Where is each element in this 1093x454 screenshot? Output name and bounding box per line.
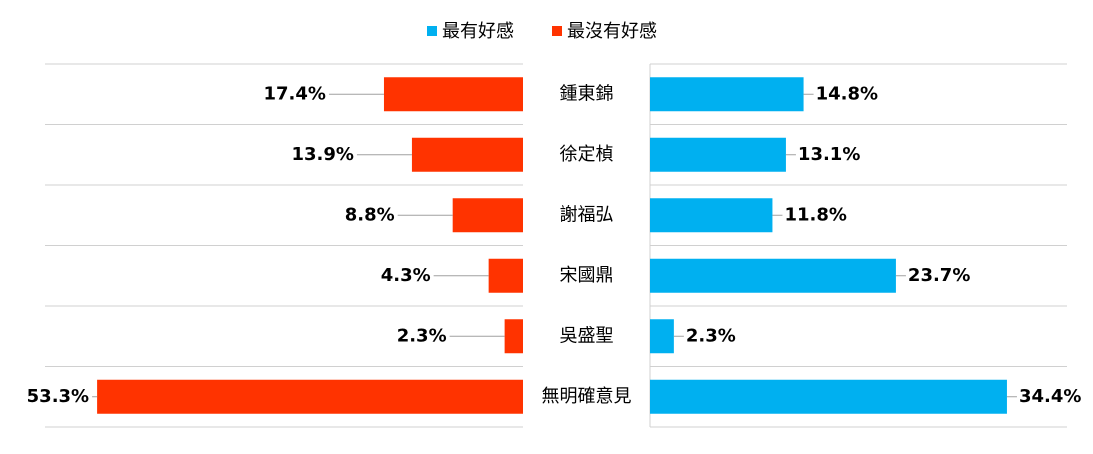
bar	[97, 379, 524, 414]
legend-label: 最沒有好感	[567, 21, 657, 42]
value-label: 4.3%	[381, 265, 431, 286]
bar	[411, 137, 523, 172]
value-label: 13.1%	[798, 144, 860, 165]
category-label: 宋國鼎	[560, 265, 614, 286]
bar	[650, 319, 674, 354]
value-label: 23.7%	[908, 265, 970, 286]
value-label: 13.9%	[291, 144, 353, 165]
legend-swatch	[427, 26, 437, 36]
category-label: 無明確意見	[542, 386, 632, 407]
bar	[650, 137, 786, 172]
value-label: 17.4%	[264, 83, 326, 104]
bar	[488, 258, 523, 293]
bar	[650, 379, 1007, 414]
value-label: 11.8%	[784, 204, 846, 225]
category-label: 鍾東錦	[560, 83, 614, 104]
legend-swatch	[552, 26, 562, 36]
bar	[504, 319, 523, 354]
category-label: 徐定楨	[560, 144, 614, 165]
category-label: 謝福弘	[560, 204, 614, 225]
value-label: 14.8%	[816, 83, 878, 104]
value-label: 53.3%	[27, 386, 89, 407]
bar	[650, 258, 896, 293]
value-label: 2.3%	[686, 325, 736, 346]
legend-label: 最有好感	[442, 21, 514, 42]
bar	[650, 198, 773, 233]
bar	[452, 198, 523, 233]
value-label: 8.8%	[345, 204, 395, 225]
bar	[650, 77, 804, 112]
value-label: 34.4%	[1019, 386, 1081, 407]
bar	[383, 77, 523, 112]
value-label: 2.3%	[397, 325, 447, 346]
category-label: 吳盛聖	[560, 325, 614, 346]
